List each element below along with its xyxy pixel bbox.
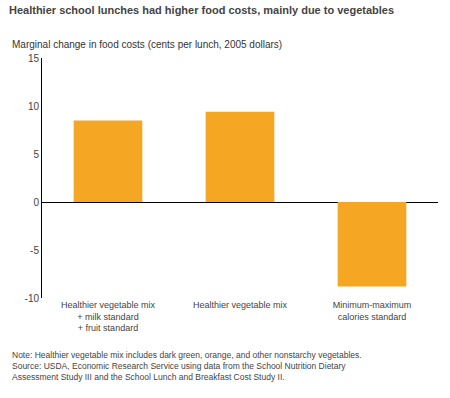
svg-text:0: 0 xyxy=(33,197,39,208)
svg-text:-5: -5 xyxy=(30,245,39,256)
svg-text:Healthier school lunches had h: Healthier school lunches had higher food… xyxy=(9,4,394,16)
svg-text:5: 5 xyxy=(33,149,39,160)
svg-text:10: 10 xyxy=(28,101,40,112)
svg-text:-10: -10 xyxy=(25,293,40,304)
svg-text:Minimum-maximumcalories standa: Minimum-maximumcalories standard xyxy=(333,300,412,322)
svg-text:Healthier vegetable mix: Healthier vegetable mix xyxy=(193,300,288,310)
svg-text:15: 15 xyxy=(28,53,40,64)
svg-text:Note: Healthier vegetable mix: Note: Healthier vegetable mix includes d… xyxy=(12,350,362,382)
svg-text:Healthier vegetable mix+ milk: Healthier vegetable mix+ milk standard+ … xyxy=(61,300,156,333)
svg-text:Marginal change in food costs: Marginal change in food costs (cents per… xyxy=(12,39,282,50)
